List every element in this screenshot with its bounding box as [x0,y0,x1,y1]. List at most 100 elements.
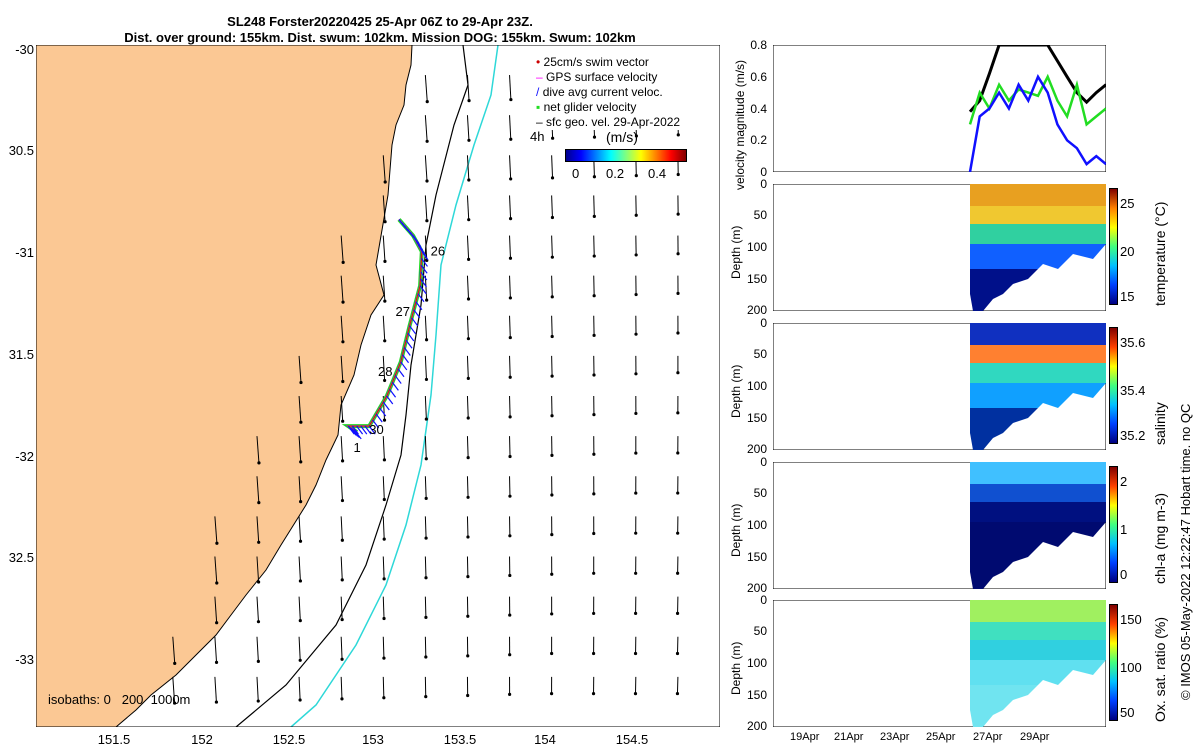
current-vector-head [425,100,429,104]
current-vector [172,636,176,664]
vel-ytick: 0.2 [750,133,767,147]
current-vector-head [550,572,554,576]
dive-current-vector [411,317,419,327]
current-vector-head [508,415,512,419]
dive-current-vector [364,425,372,435]
depth-section-plot [773,184,1106,311]
legend-item-swim: • 25cm/s swim vector [536,55,649,69]
dive-current-vector [421,251,429,260]
current-vector-head [340,538,344,542]
dive-current-vector [379,407,387,417]
current-vector [509,75,512,100]
current-vector-head [383,299,387,303]
current-vector-field [172,75,680,705]
current-vector [256,596,259,622]
current-vector-head [424,576,428,580]
current-vector [298,476,302,502]
map-xtick: 152.5 [272,732,306,747]
current-vector-head [340,697,344,701]
current-vector-head [383,180,387,184]
current-vector [466,396,469,419]
current-vector-head [592,492,596,496]
current-vector [466,155,470,181]
current-vector [466,195,470,220]
current-vector [382,476,385,500]
map-xtick: 153 [362,732,384,747]
current-vector [509,396,511,417]
current-vector-head [591,651,596,656]
current-vector [256,636,259,662]
current-vector-head [256,659,260,663]
dive-current-vector [409,325,417,335]
depth-ytick: 200 [746,719,767,733]
current-vector-head [467,99,471,103]
current-vector-head [382,577,386,581]
scale-label: 4h [530,129,545,144]
current-vector [340,235,344,263]
depth-ytick: 200 [746,303,767,317]
current-vector-head [592,452,596,456]
current-vector-head [509,137,513,141]
current-vector-head [550,334,554,339]
depth-cb-tick: 1 [1120,522,1128,537]
current-vector [382,355,386,381]
current-vector [256,676,259,702]
current-vector-head [340,498,345,503]
current-vector [551,155,554,178]
current-vector-head [341,340,345,344]
current-vector-head [383,339,387,343]
current-vector-head [424,655,428,659]
velocity-plot [773,45,1106,172]
day-label: 27 [396,304,410,319]
current-vector-head [256,699,260,703]
current-vector [340,395,344,422]
depth-colorbar-label: salinity [1152,402,1168,445]
current-vector [382,516,385,540]
dive-current-vector [368,425,376,435]
current-vector [424,315,428,340]
current-vector-head [676,451,680,455]
current-vector-head [508,573,512,578]
current-vector-head [676,331,680,335]
current-vector [551,315,553,337]
current-vector-head [298,579,303,583]
current-vector-head [592,254,596,258]
current-vector-head [299,380,303,385]
isobath-1000 [290,45,499,727]
current-vector-head [634,531,638,535]
current-vector [509,195,512,219]
current-vector-head [214,660,219,664]
current-vector-head [466,693,470,698]
current-vector-head [634,571,638,575]
current-vector [551,195,553,218]
current-vector-head [634,253,638,257]
current-vector-head [676,133,680,137]
current-vector-head [466,654,470,658]
current-vector-head [382,497,386,502]
current-vector-head [634,332,638,336]
current-vector-head [467,218,471,222]
depth-ytick: 0 [760,593,767,607]
current-vector [298,636,301,661]
current-vector [214,676,217,703]
current-vector-head [550,295,554,299]
current-vector-head [508,335,512,340]
dive-current-vector [382,401,390,411]
current-vector [424,195,428,221]
current-vector [382,676,385,698]
current-vector-head [466,456,470,460]
depth-ytick: 0 [760,316,767,330]
current-vector-head [215,541,219,545]
map-legend: • 25cm/s swim vector – GPS surface veloc… [536,55,706,130]
current-vector-head [676,531,680,535]
current-vector-head [591,692,596,696]
current-vector-head [383,259,387,264]
dive-current-vector [403,347,411,356]
current-vector-head [424,338,429,342]
day-label: 26 [431,244,445,259]
current-vector [340,516,343,541]
vel-ytick: 0.4 [750,102,767,116]
current-vector [256,516,260,543]
current-vector-head [550,651,554,656]
current-vector-head [299,499,303,504]
